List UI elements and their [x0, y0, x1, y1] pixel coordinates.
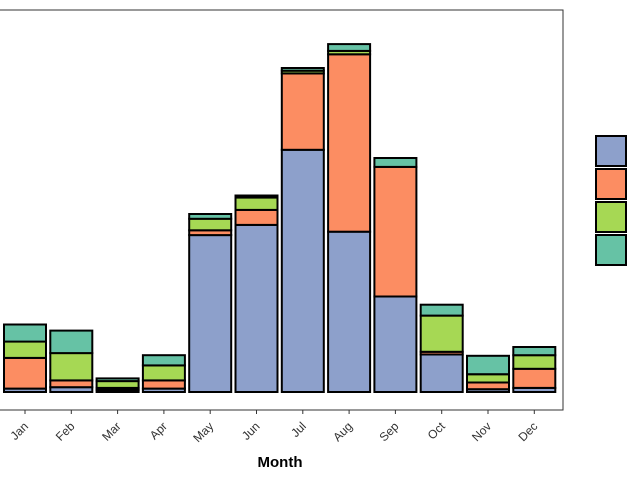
bar-segment-apr-1 [141, 379, 186, 390]
x-tick-label: Oct [425, 419, 449, 443]
bar-segment-feb-1 [49, 379, 94, 389]
x-tick-label: Jan [8, 419, 32, 443]
bar-segment-feb-3 [49, 329, 94, 355]
bar-segment-jun-3 [234, 194, 279, 199]
bar-segment-apr-3 [141, 354, 186, 367]
bar-segment-jul-1 [280, 72, 325, 151]
bar-segment-aug-0 [327, 230, 372, 393]
bar-segment-nov-3 [466, 354, 510, 376]
bar-segment-sep-3 [373, 157, 418, 168]
bar-segment-sep-1 [373, 165, 418, 298]
bar-segment-jul-0 [280, 148, 325, 393]
x-tick-label: Apr [147, 419, 170, 442]
bar-segment-jan-1 [3, 356, 47, 390]
x-tick-label: Jun [239, 419, 263, 443]
legend-key-0 [595, 135, 627, 167]
bar-segment-jun-2 [234, 196, 279, 211]
bar-segment-nov-2 [466, 373, 510, 384]
bar-segment-dec-2 [512, 354, 557, 370]
x-axis-title: Month [258, 454, 303, 471]
bar-segment-mar-3 [95, 377, 140, 383]
x-tick-label: May [190, 419, 216, 445]
bar-segment-apr-2 [141, 364, 186, 382]
legend-key-2 [595, 201, 627, 233]
bar-segment-oct-0 [419, 353, 464, 393]
bar-segment-jan-2 [3, 340, 47, 359]
x-tick-label: Mar [99, 419, 124, 444]
bar-segment-may-3 [188, 213, 233, 220]
x-tick-label: Nov [469, 419, 494, 444]
bar-segment-aug-1 [327, 53, 372, 233]
bar-segment-mar-2 [95, 380, 140, 389]
bar-segment-feb-2 [49, 352, 94, 382]
x-tick-label: Aug [330, 419, 355, 444]
legend-key-3 [595, 234, 627, 266]
bar-segment-jan-3 [3, 323, 47, 343]
x-tick-label: Jul [288, 419, 309, 440]
bar-segment-may-2 [188, 217, 233, 232]
x-tick-label: Feb [53, 419, 78, 444]
bar-segment-oct-2 [419, 314, 464, 353]
bar-segment-jun-1 [234, 208, 279, 226]
bar-segment-may-0 [188, 234, 233, 393]
legend-key-1 [595, 168, 627, 200]
bars [3, 43, 557, 394]
x-axis-ticks: Jan Feb Mar Apr May Jun Jul Aug Sep Oct Nov Dec [8, 410, 540, 445]
bar-segment-sep-0 [373, 295, 418, 393]
legend [595, 135, 627, 266]
bar-segment-dec-3 [512, 346, 557, 357]
bar-segment-oct-3 [419, 303, 464, 317]
x-tick-label: Dec [515, 419, 540, 444]
bar-segment-aug-3 [327, 43, 372, 52]
x-tick-label: Sep [377, 419, 402, 444]
bar-segment-jun-0 [234, 223, 279, 393]
bar-segment-dec-1 [512, 367, 557, 389]
bar-segment-jul-3 [280, 67, 325, 72]
